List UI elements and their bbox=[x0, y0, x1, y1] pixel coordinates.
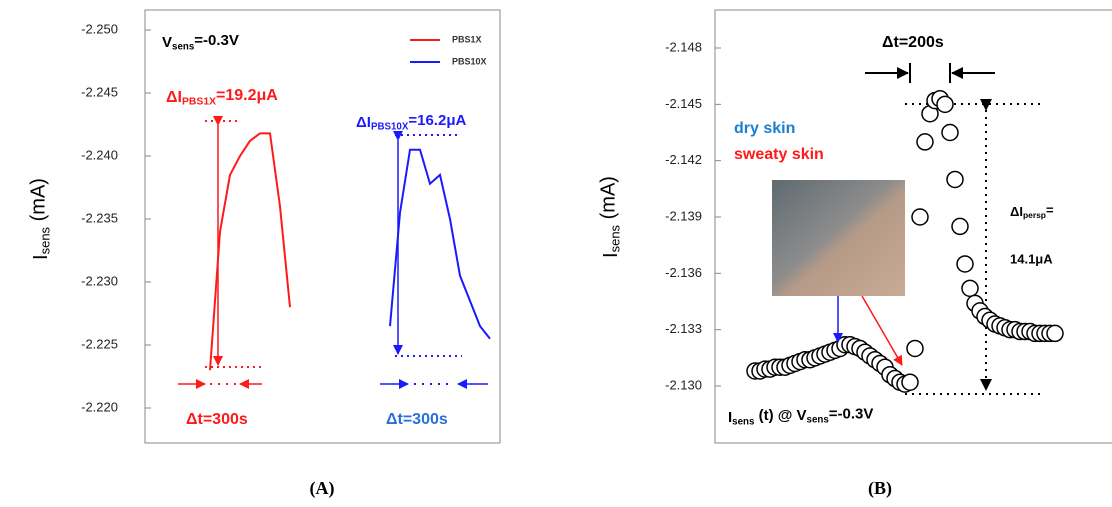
y-tick-label: -2.240 bbox=[81, 147, 118, 162]
annotation: 14.1μA bbox=[1010, 251, 1053, 266]
text-part: persp bbox=[1023, 210, 1046, 220]
y-tick-label: -2.139 bbox=[665, 208, 702, 223]
y-tick-label: -2.245 bbox=[81, 84, 118, 99]
data-point bbox=[1046, 324, 1064, 343]
y-tick-label: -2.148 bbox=[665, 39, 702, 54]
text-part: =16.2μA bbox=[408, 112, 466, 129]
data-point bbox=[961, 279, 979, 298]
data-point bbox=[941, 123, 959, 142]
annotation: ΔIPBS1X=19.2μA bbox=[166, 87, 278, 107]
y-tick-label: -2.130 bbox=[665, 377, 702, 392]
text-part: = bbox=[1046, 203, 1054, 218]
data-point bbox=[936, 95, 954, 114]
y-tick-label: -2.220 bbox=[81, 399, 118, 414]
y-tick-label: -2.136 bbox=[665, 265, 702, 280]
annotation: Δt=300s bbox=[186, 411, 248, 428]
text-part: =-0.3V bbox=[194, 32, 239, 49]
annotation: Δt=200s bbox=[882, 34, 944, 51]
text-part: I bbox=[600, 252, 622, 258]
text-part: sens bbox=[38, 226, 53, 254]
annotation: ΔIpersp= bbox=[1010, 203, 1054, 220]
text-part: ΔI bbox=[166, 89, 182, 106]
y-tick-label: -2.133 bbox=[665, 321, 702, 336]
plot-frame bbox=[144, 9, 501, 444]
legend-label: PBS1X bbox=[452, 34, 482, 44]
text-part: sens bbox=[608, 224, 623, 252]
panel-label: (A) bbox=[310, 478, 335, 499]
annotation: ΔIPBS10X=16.2μA bbox=[356, 112, 466, 132]
text-part: =19.2μA bbox=[216, 87, 278, 104]
annotation-lines bbox=[865, 63, 1040, 395]
y-tick-label: -2.142 bbox=[665, 152, 702, 167]
y-tick-label: -2.250 bbox=[81, 21, 118, 36]
y-tick-label: -2.235 bbox=[81, 210, 118, 225]
text-part: ΔI bbox=[356, 114, 371, 131]
y-axis-label: Isens (mA) bbox=[28, 178, 53, 260]
data-point bbox=[901, 373, 919, 391]
data-line bbox=[389, 148, 491, 340]
text-part: sens bbox=[807, 414, 830, 425]
data-point bbox=[951, 217, 969, 236]
y-tick-label: -2.230 bbox=[81, 273, 118, 288]
text-part: V bbox=[162, 34, 172, 51]
data-point bbox=[946, 170, 964, 189]
text-part: PBS10X bbox=[371, 121, 409, 132]
data-point bbox=[956, 255, 974, 273]
legend-label: PBS10X bbox=[452, 56, 487, 66]
text-part: PBS1X bbox=[182, 96, 216, 107]
panel-label: (B) bbox=[868, 478, 892, 499]
annotation: Vsens=-0.3V bbox=[162, 32, 239, 52]
text-part: I bbox=[728, 409, 732, 426]
text-part: (mA) bbox=[28, 178, 50, 227]
data-line bbox=[209, 132, 291, 371]
text-part: (t) @ V bbox=[754, 407, 806, 424]
text-part: sens bbox=[172, 41, 195, 52]
text-part: sens bbox=[732, 416, 755, 427]
plot-frame bbox=[714, 9, 1112, 444]
text-part: =-0.3V bbox=[829, 405, 874, 422]
y-tick-label: -2.145 bbox=[665, 96, 702, 111]
data-point bbox=[916, 133, 934, 151]
annotation: Δt=300s bbox=[386, 411, 448, 428]
text-part: (mA) bbox=[598, 176, 620, 225]
text-part: I bbox=[30, 254, 52, 260]
inset-photo bbox=[772, 180, 905, 296]
annotation-lines bbox=[178, 39, 488, 389]
data-point bbox=[906, 339, 924, 358]
annotation: Isens (t) @ Vsens=-0.3V bbox=[728, 405, 873, 427]
annotation: sweaty skin bbox=[734, 146, 824, 163]
annotation: dry skin bbox=[734, 120, 795, 137]
text-part: ΔI bbox=[1010, 204, 1023, 219]
pointer-arrow bbox=[861, 295, 903, 366]
y-tick-label: -2.225 bbox=[81, 336, 118, 351]
y-axis-label: Isens (mA) bbox=[598, 176, 623, 258]
data-point bbox=[911, 208, 929, 226]
